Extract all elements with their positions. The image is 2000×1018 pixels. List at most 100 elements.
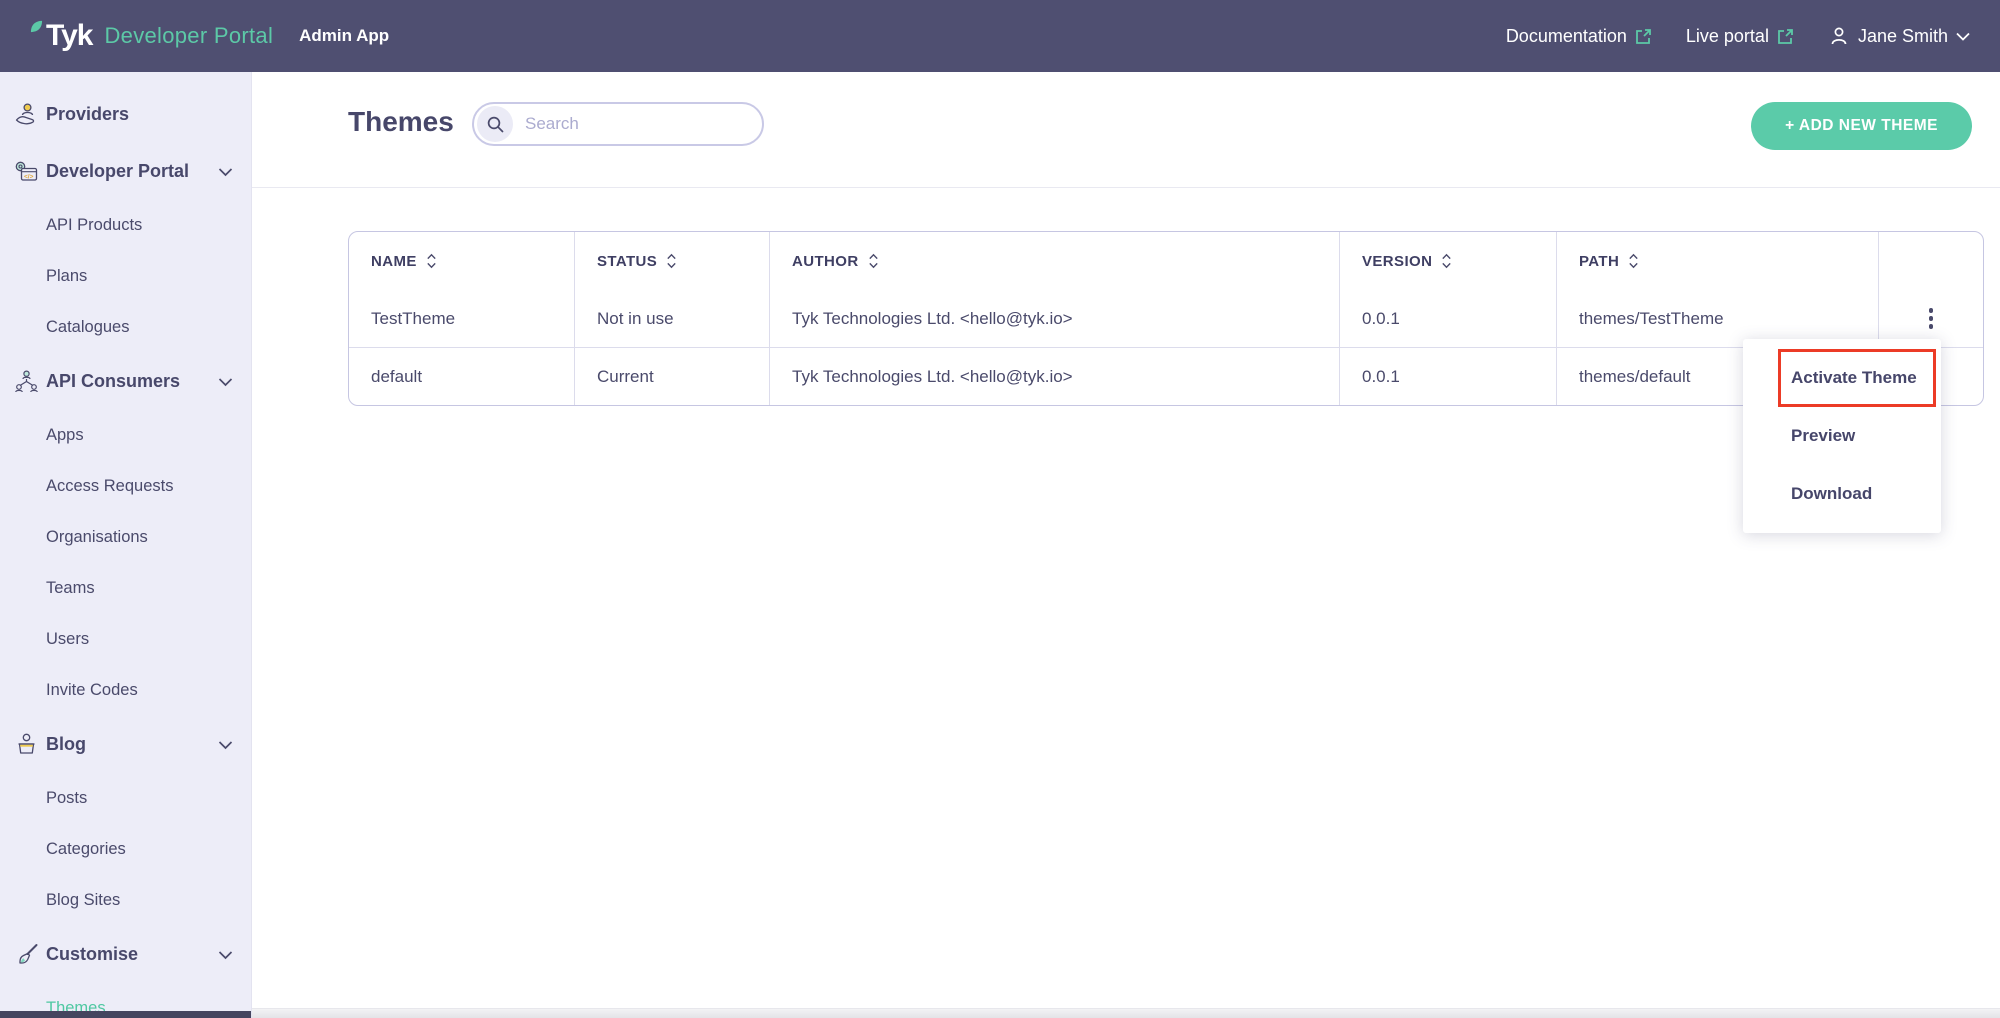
user-name: Jane Smith [1857,25,1948,46]
chevron-down-icon[interactable] [218,740,233,749]
sidebar-item-label: Posts [46,789,88,807]
main-content: Themes + ADD NEW THEME NAME STATUS [252,72,2000,1018]
sidebar-item-plans[interactable]: Plans [0,251,251,302]
cell-path: themes/default [1556,348,1878,405]
sidebar-item-categories[interactable]: Categories [0,824,251,875]
sort-icon [427,253,436,269]
column-header-version[interactable]: VERSION [1339,232,1556,290]
column-header-actions [1878,232,1983,290]
live-portal-label: Live portal [1685,25,1769,46]
top-bar: Tyk Developer Portal Admin App Documenta… [0,0,2000,72]
sidebar-item-label: Catalogues [46,318,130,336]
header-divider [252,187,2000,188]
leaf-icon [30,20,43,32]
table-row-testtheme: TestTheme Not in use Tyk Technologies Lt… [349,290,1983,347]
sidebar-item-posts[interactable]: Posts [0,773,251,824]
documentation-label: Documentation [1505,25,1627,46]
sidebar-item-label: Organisations [46,528,148,546]
menu-item-preview[interactable]: Preview [1791,426,1856,445]
sidebar-item-label: Apps [46,426,84,444]
blog-icon [18,733,35,754]
sidebar-item-label: Categories [46,840,126,858]
kebab-menu-icon[interactable] [1923,302,1940,335]
external-link-icon [1778,28,1793,44]
table-row-default: default Current Tyk Technologies Ltd. <h… [349,347,1983,405]
external-link-icon [1635,28,1651,44]
sidebar-item-catalogues[interactable]: Catalogues [0,302,251,353]
api-consumers-icon [15,369,38,392]
sidebar-item-label: Providers [46,104,130,124]
column-label: VERSION [1362,252,1433,270]
bottom-scrollbar-track[interactable] [252,1008,2000,1018]
sidebar-item-label: API Products [46,216,143,234]
logo-text: Tyk [46,19,93,52]
cell-version: 0.0.1 [1339,290,1556,347]
sidebar-item-access-requests[interactable]: Access Requests [0,461,251,512]
row-action-menu: Activate Theme Preview Download [1743,339,1941,533]
themes-table: NAME STATUS AUTHOR [348,231,1984,406]
sidebar-bottom-bar [0,1011,251,1018]
tyk-logo: Tyk Developer Portal Admin App [30,19,389,53]
column-label: AUTHOR [792,252,859,270]
developer-portal-icon: </> [15,161,38,181]
cell-status: Current [574,348,769,405]
chevron-down-icon[interactable] [218,950,233,959]
sidebar-item-label: Invite Codes [46,681,138,699]
column-header-name[interactable]: NAME [349,232,574,290]
sidebar-item-developer-portal[interactable]: </> Developer Portal [0,143,251,200]
sidebar-item-label: Teams [46,579,95,597]
search-icon [487,116,503,132]
sidebar-item-organisations[interactable]: Organisations [0,512,251,563]
sidebar-item-api-products[interactable]: API Products [0,200,251,251]
column-label: PATH [1579,252,1620,270]
sidebar-item-label: Access Requests [46,477,174,495]
column-header-path[interactable]: PATH [1556,232,1878,290]
sidebar-item-label: Blog Sites [46,891,121,909]
sidebar-item-label: Developer Portal [46,161,190,181]
search-box[interactable] [472,102,764,146]
user-menu[interactable]: Jane Smith [1828,25,1970,47]
chevron-down-icon [1956,32,1970,41]
search-icon-circle [477,106,513,142]
cell-actions [1878,290,1983,347]
cell-name: default [371,366,423,386]
sidebar-item-providers[interactable]: Providers [0,86,251,143]
customise-icon [19,943,38,964]
sidebar-item-label: Users [46,630,90,648]
logo-product: Developer Portal [104,23,274,48]
column-header-status[interactable]: STATUS [574,232,769,290]
providers-icon [15,102,35,124]
sort-icon [1442,253,1452,269]
sidebar-item-api-consumers[interactable]: API Consumers [0,353,251,410]
chevron-down-icon[interactable] [218,377,233,386]
column-header-author[interactable]: AUTHOR [769,232,1339,290]
menu-item-download[interactable]: Download [1791,484,1873,503]
sidebar-item-label: Plans [46,267,88,285]
sort-icon [1629,253,1638,269]
documentation-link[interactable]: Documentation [1506,26,1652,47]
sidebar-item-blog-sites[interactable]: Blog Sites [0,875,251,926]
sidebar-item-teams[interactable]: Teams [0,563,251,614]
live-portal-link[interactable]: Live portal [1686,26,1794,47]
sidebar: Providers </> Developer Portal API Produ… [0,72,252,1018]
cell-path: themes/TestTheme [1556,290,1878,347]
sidebar-item-invite-codes[interactable]: Invite Codes [0,665,251,716]
sort-icon [868,253,878,269]
column-label: NAME [371,252,417,270]
chevron-down-icon[interactable] [218,167,233,176]
sidebar-item-users[interactable]: Users [0,614,251,665]
cell-author: Tyk Technologies Ltd. <hello@tyk.io> [769,290,1339,347]
sidebar-item-blog[interactable]: Blog [0,716,251,773]
search-input[interactable] [525,114,735,134]
add-new-theme-button[interactable]: + ADD NEW THEME [1751,102,1972,150]
menu-item-activate-theme[interactable]: Activate Theme [1791,368,1917,387]
cell-name: TestTheme [371,308,456,328]
cell-author: Tyk Technologies Ltd. <hello@tyk.io> [769,348,1339,405]
sidebar-item-apps[interactable]: Apps [0,410,251,461]
sidebar-item-label: Customise [46,944,139,964]
sidebar-item-customise[interactable]: Customise [0,926,251,983]
sort-icon [667,253,676,269]
sidebar-item-label: API Consumers [46,371,181,391]
table-header-row: NAME STATUS AUTHOR [349,232,1983,290]
sidebar-item-label: Blog [46,734,86,754]
